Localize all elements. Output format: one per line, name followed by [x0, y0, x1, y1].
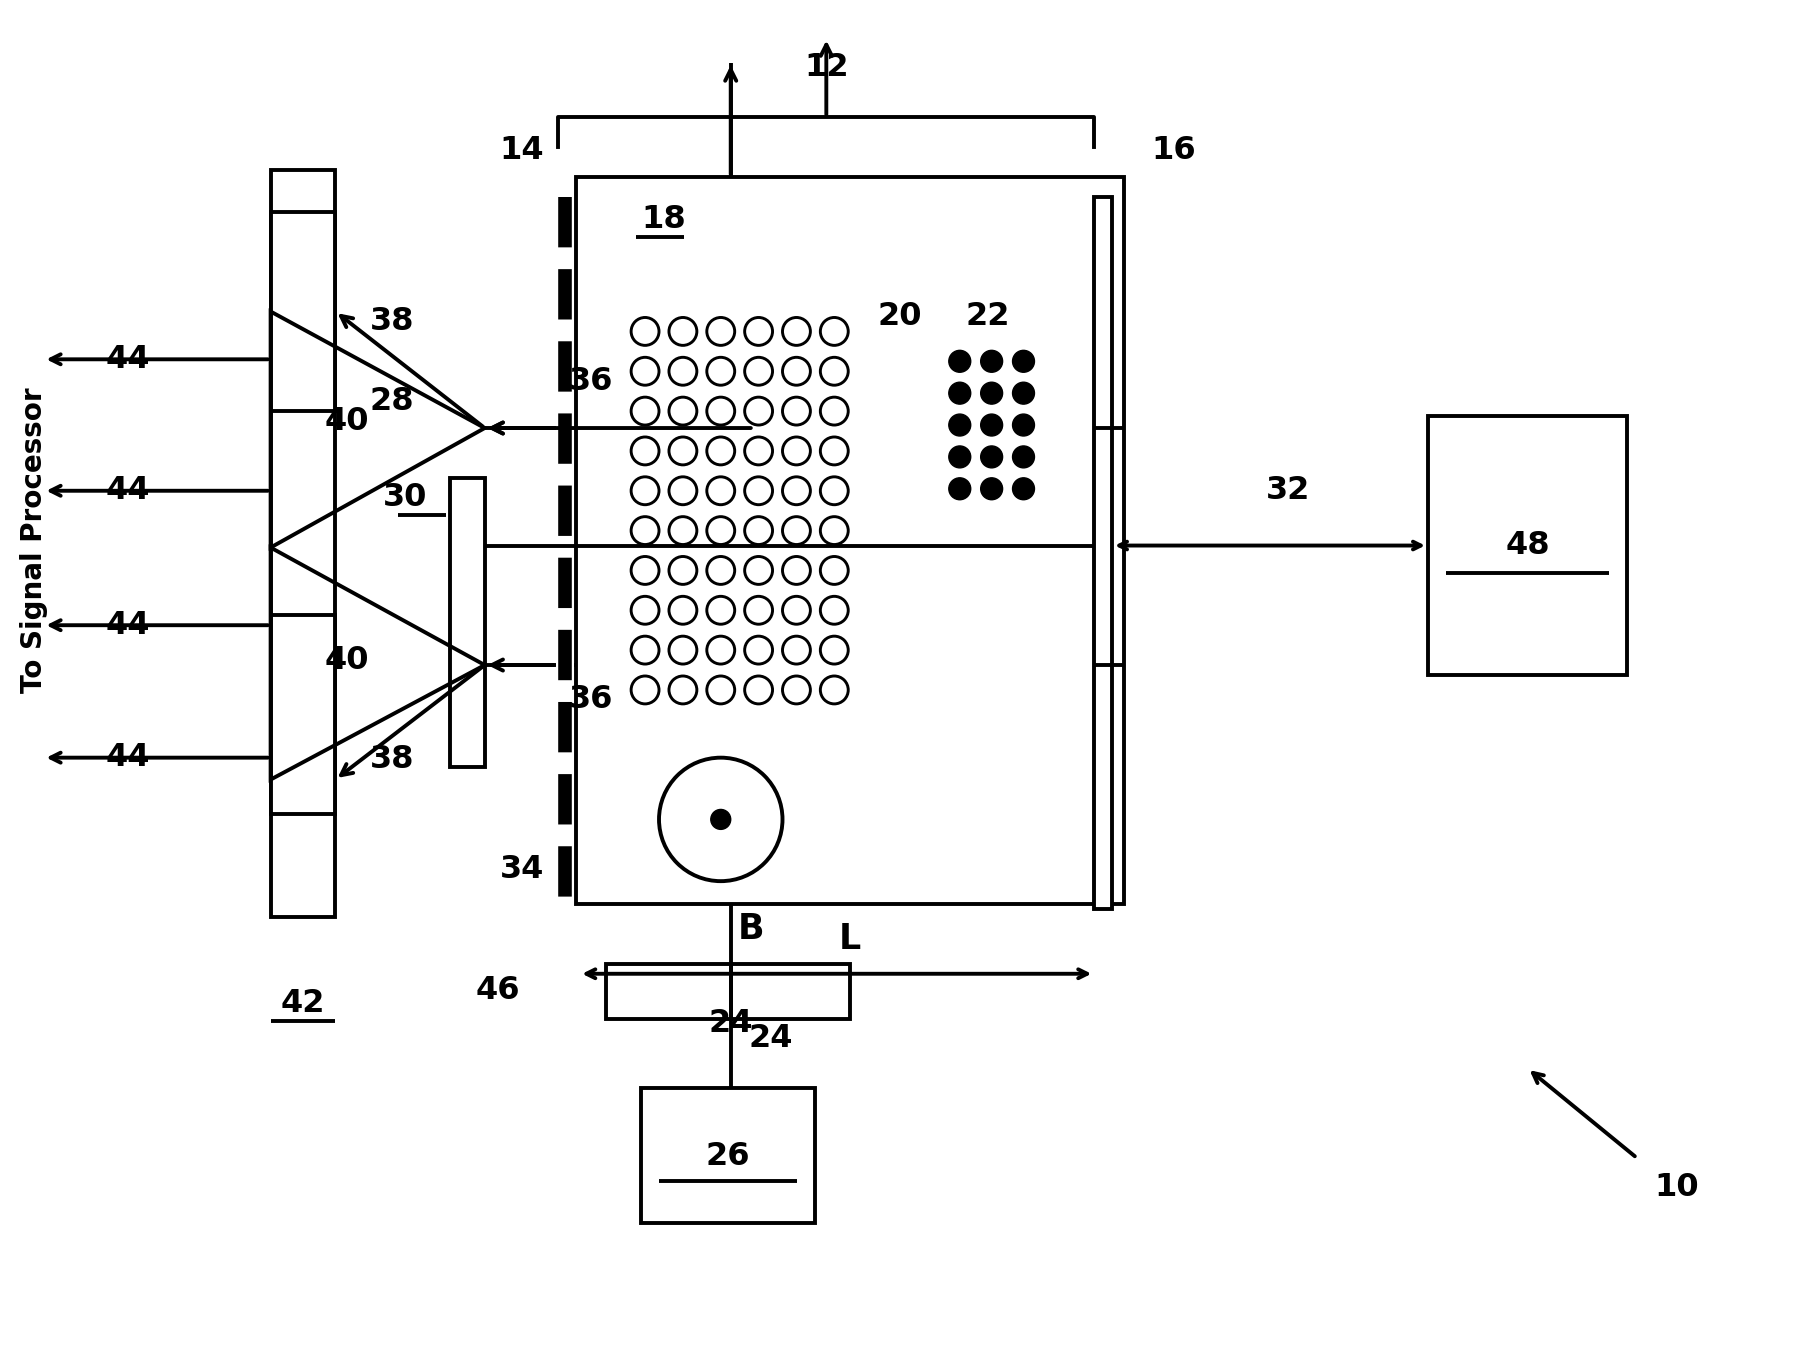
- Circle shape: [949, 383, 970, 404]
- Circle shape: [1012, 414, 1034, 435]
- Circle shape: [1012, 446, 1034, 468]
- Text: 28: 28: [370, 385, 414, 416]
- Circle shape: [979, 446, 1003, 468]
- Text: 40: 40: [325, 406, 369, 437]
- Text: 38: 38: [370, 744, 414, 775]
- Text: 24: 24: [708, 1009, 752, 1040]
- Circle shape: [979, 477, 1003, 500]
- Text: B: B: [737, 913, 764, 946]
- Text: L: L: [838, 922, 860, 956]
- Text: 44: 44: [107, 476, 150, 506]
- Text: 30: 30: [383, 483, 426, 514]
- Text: 42: 42: [280, 988, 325, 1019]
- Text: 36: 36: [569, 684, 613, 715]
- Circle shape: [979, 350, 1003, 372]
- Bar: [605, 964, 849, 1018]
- Text: 44: 44: [107, 343, 150, 375]
- Text: 24: 24: [748, 1023, 791, 1055]
- Text: 16: 16: [1151, 135, 1196, 166]
- Circle shape: [1012, 383, 1034, 404]
- Circle shape: [949, 446, 970, 468]
- Bar: [1093, 197, 1111, 909]
- Text: 26: 26: [705, 1141, 750, 1172]
- Text: 46: 46: [475, 975, 520, 1006]
- Text: 36: 36: [569, 366, 613, 396]
- Bar: [271, 212, 334, 411]
- Bar: [271, 170, 334, 917]
- Text: 12: 12: [804, 51, 847, 82]
- Text: 10: 10: [1653, 1172, 1699, 1203]
- Circle shape: [979, 414, 1003, 435]
- Circle shape: [710, 810, 730, 829]
- Text: To Signal Processor: To Signal Processor: [20, 388, 47, 694]
- Circle shape: [949, 477, 970, 500]
- Text: 44: 44: [107, 742, 150, 773]
- Text: 38: 38: [370, 306, 414, 337]
- Bar: [1428, 416, 1626, 675]
- Circle shape: [979, 383, 1003, 404]
- Text: 48: 48: [1503, 530, 1549, 561]
- Circle shape: [1012, 477, 1034, 500]
- Text: 34: 34: [499, 853, 544, 884]
- Circle shape: [949, 414, 970, 435]
- Text: 32: 32: [1265, 476, 1310, 506]
- Bar: [450, 477, 484, 767]
- Text: 22: 22: [965, 301, 1010, 333]
- Bar: [271, 615, 334, 814]
- Bar: [576, 177, 1124, 904]
- Circle shape: [1012, 350, 1034, 372]
- Text: 18: 18: [641, 204, 685, 235]
- Text: 40: 40: [325, 645, 369, 676]
- Text: 14: 14: [499, 135, 544, 166]
- Bar: [641, 1088, 815, 1222]
- Circle shape: [949, 350, 970, 372]
- Text: 44: 44: [107, 610, 150, 641]
- Text: 20: 20: [876, 301, 922, 333]
